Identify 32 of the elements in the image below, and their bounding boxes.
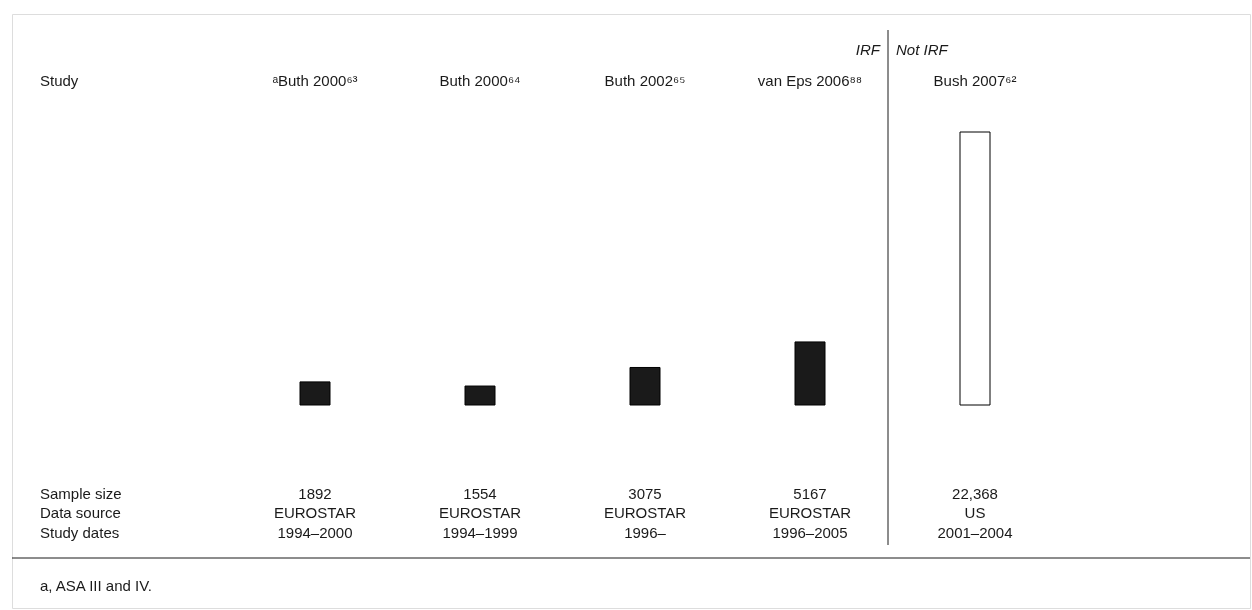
- x-tick-label: Buth 2002⁶⁵: [604, 72, 686, 89]
- x-tick-label: Bush 2007⁶²: [933, 72, 1017, 89]
- text: a, ASA III and IV.: [40, 577, 153, 594]
- text: Sample size: [40, 485, 122, 502]
- text: 1994–2000: [277, 524, 353, 541]
- text: 2001–2004: [937, 524, 1013, 541]
- data-label: 5167: [793, 485, 827, 502]
- bar: [959, 131, 991, 406]
- text: Not IRF: [896, 41, 949, 58]
- bar: [794, 341, 826, 406]
- text: EUROSTAR: [273, 504, 357, 521]
- text: Study: [40, 72, 79, 89]
- data-label: 3075: [628, 485, 662, 502]
- text: Data source: [40, 504, 121, 521]
- text: EUROSTAR: [603, 504, 687, 521]
- bar: [299, 381, 331, 406]
- text: 1996–2005: [772, 524, 848, 541]
- data-label: 1554: [463, 485, 497, 502]
- text: US: [964, 504, 986, 521]
- text: Study dates: [40, 524, 120, 541]
- text: 1994–1999: [442, 524, 518, 541]
- text: EUROSTAR: [768, 504, 852, 521]
- text: EUROSTAR: [438, 504, 522, 521]
- text: 1996–: [624, 524, 667, 541]
- text: IRF: [855, 41, 881, 58]
- x-tick-label: ᵃButh 2000⁶³: [272, 72, 358, 89]
- bar: [464, 385, 496, 406]
- data-label: 1892: [298, 485, 332, 502]
- x-tick-label: Buth 2000⁶⁴: [439, 72, 521, 89]
- bar: [629, 366, 661, 406]
- x-tick-label: van Eps 2006⁸⁸: [757, 72, 863, 89]
- data-label: 22,368: [952, 485, 998, 502]
